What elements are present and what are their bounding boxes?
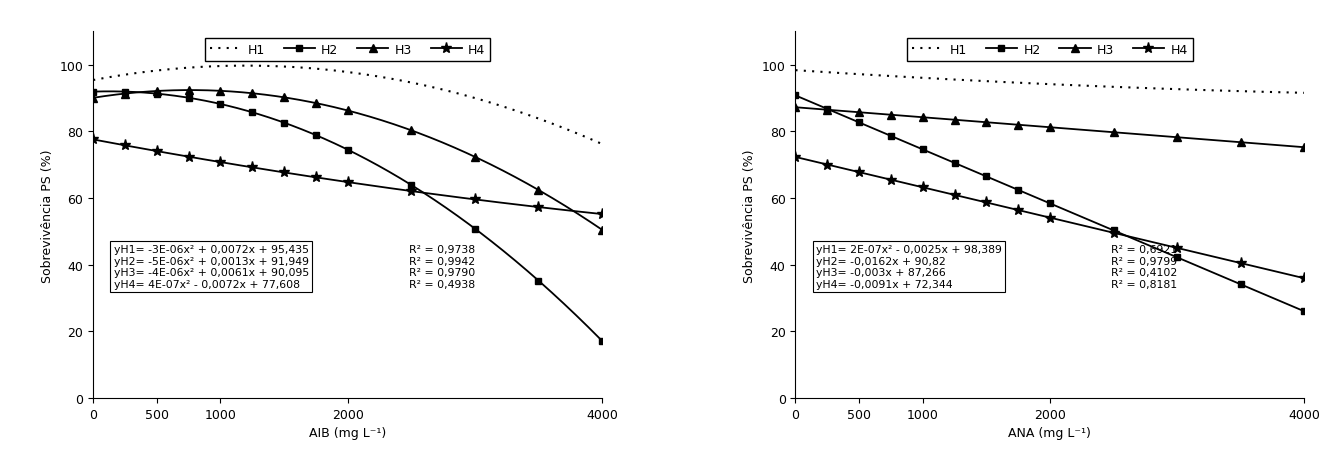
X-axis label: ANA (mg L⁻¹): ANA (mg L⁻¹) [1009, 426, 1091, 439]
Y-axis label: Sobrevivência PS (%): Sobrevivência PS (%) [743, 149, 756, 282]
Y-axis label: Sobrevivência PS (%): Sobrevivência PS (%) [41, 149, 55, 282]
Text: R² = 0,9738
R² = 0,9942
R² = 0,9790
R² = 0,4938: R² = 0,9738 R² = 0,9942 R² = 0,9790 R² =… [409, 244, 475, 289]
Legend: H1, H2, H3, H4: H1, H2, H3, H4 [205, 38, 490, 62]
Text: R² = 0,6921
R² = 0,9799
R² = 0,4102
R² = 0,8181: R² = 0,6921 R² = 0,9799 R² = 0,4102 R² =… [1111, 244, 1177, 289]
Text: yH1= 2E-07x² - 0,0025x + 98,389
yH2= -0,0162x + 90,82
yH3= -0,003x + 87,266
yH4=: yH1= 2E-07x² - 0,0025x + 98,389 yH2= -0,… [816, 244, 1002, 289]
Text: yH1= -3E-06x² + 0,0072x + 95,435
yH2= -5E-06x² + 0,0013x + 91,949
yH3= -4E-06x² : yH1= -3E-06x² + 0,0072x + 95,435 yH2= -5… [113, 244, 309, 289]
X-axis label: AIB (mg L⁻¹): AIB (mg L⁻¹) [309, 426, 386, 439]
Legend: H1, H2, H3, H4: H1, H2, H3, H4 [908, 38, 1193, 62]
